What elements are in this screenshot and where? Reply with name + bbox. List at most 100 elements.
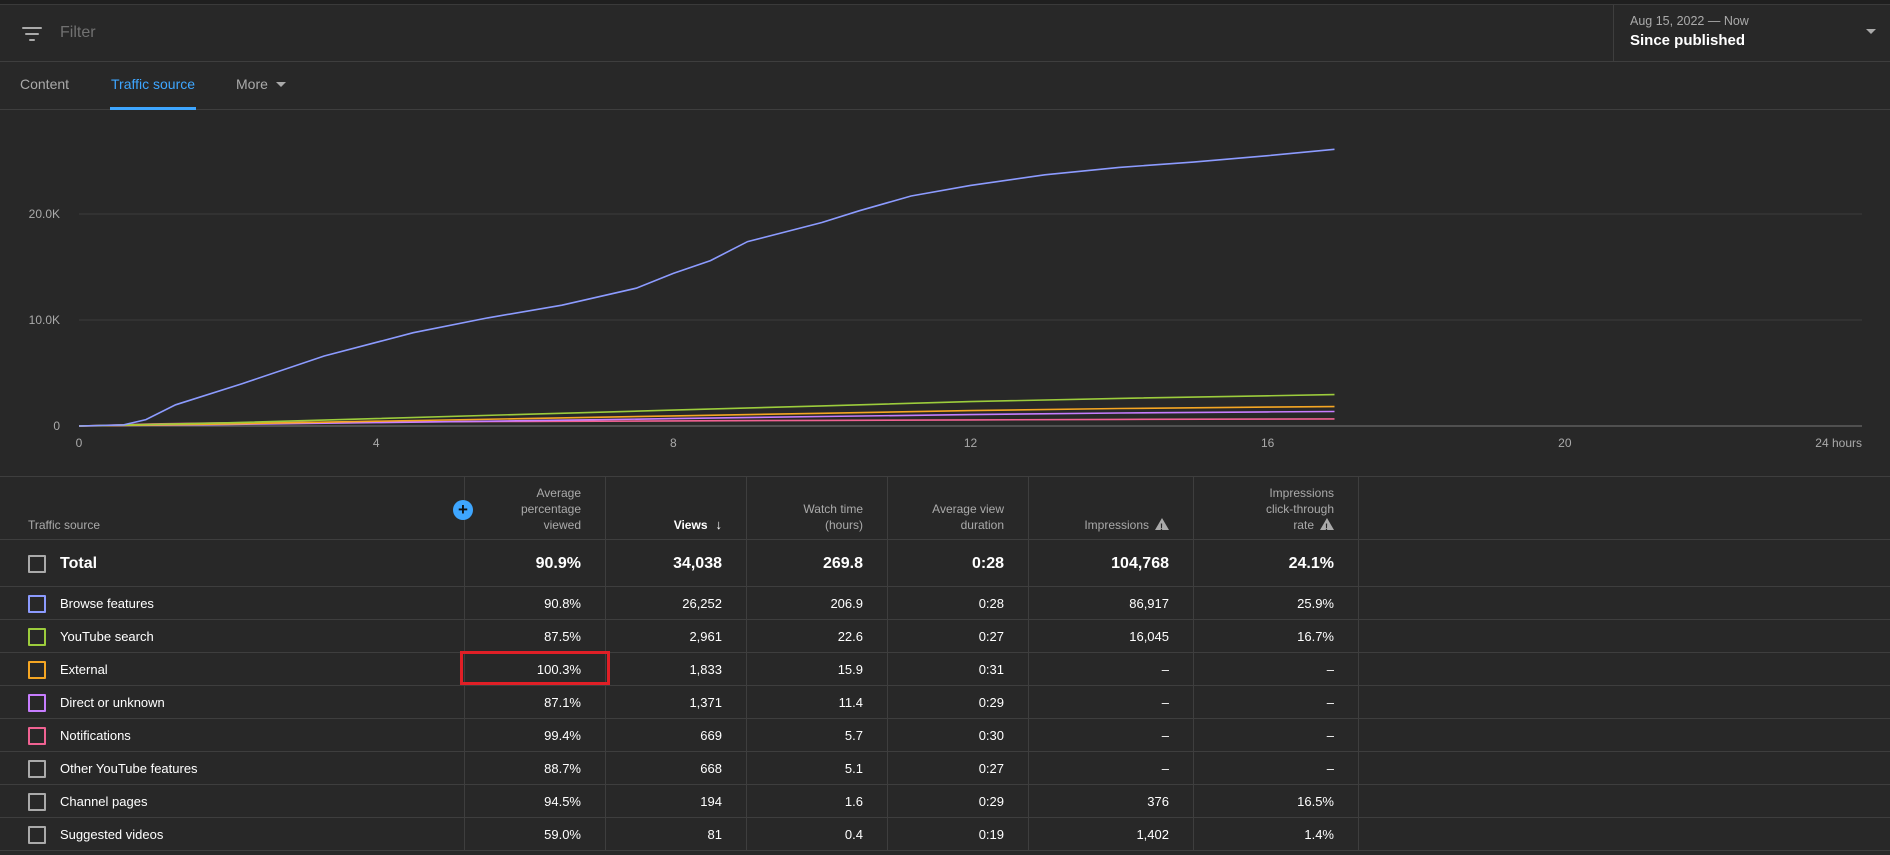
avg_pct-cell: 99.4% (465, 719, 606, 751)
row-checkbox[interactable] (28, 554, 46, 573)
watch-value: 5.7 (844, 728, 863, 743)
header-watch-time: Watch time (hours) (803, 502, 863, 532)
views-value: 668 (700, 761, 722, 776)
traffic-source-name[interactable]: Total (60, 554, 98, 572)
row-checkbox[interactable] (28, 594, 46, 613)
avg_dur-cell: 0:27 (888, 620, 1029, 652)
avg_dur-cell: 0:28 (888, 587, 1029, 619)
views-cell: 81 (606, 818, 747, 850)
row-checkbox[interactable] (28, 693, 46, 712)
header-cell-views[interactable]: Views ↓ (606, 477, 747, 540)
ctr-cell: 16.5% (1194, 785, 1359, 817)
impr-value: 1,402 (1136, 827, 1169, 842)
impr-cell: – (1029, 653, 1194, 685)
table-row[interactable]: Browse features 90.8% 26,252 206.9 0:28 86,91… (0, 587, 1890, 620)
views-cell: 26,252 (606, 587, 747, 619)
series-line (78, 148, 1335, 427)
avg_dur-cell: 0:28 (888, 540, 1029, 586)
table-row[interactable]: YouTube search 87.5% 2,961 22.6 0:27 16,045 16… (0, 620, 1890, 653)
row-checkbox[interactable] (28, 627, 46, 646)
avg_dur-value: 0:31 (978, 662, 1004, 677)
watch-value: 269.8 (822, 554, 863, 572)
ctr-cell: – (1194, 653, 1359, 685)
avg_pct-value: 88.7% (544, 761, 581, 776)
header-cell-ctr[interactable]: Impressions click-through rate (1194, 477, 1359, 540)
date-range-selector[interactable]: Aug 15, 2022 — Now Since published (1613, 5, 1890, 61)
table-row[interactable]: External 100.3% 1,833 15.9 0:31 – – (0, 653, 1890, 686)
watch-cell: 0.4 (747, 818, 888, 850)
traffic-source-name[interactable]: Direct or unknown (60, 695, 165, 710)
table-row[interactable]: Direct or unknown 87.1% 1,371 11.4 0:29 – – (0, 686, 1890, 719)
tab-label: Content (20, 76, 70, 92)
add-metric-button[interactable]: + (453, 500, 473, 520)
filter-bar: Filter Aug 15, 2022 — Now Since publishe… (0, 5, 1890, 62)
tab-content[interactable]: Content (20, 76, 69, 110)
impr-cell: – (1029, 719, 1194, 751)
x-tick-label: 8 (670, 436, 677, 450)
traffic-source-name[interactable]: External (60, 662, 108, 677)
views-line-chart: 0 10.0K 20.0K 0 4 8 12 16 20 24 hours (29, 148, 1862, 450)
table-row[interactable]: Channel pages 94.5% 194 1.6 0:29 376 16.5% (0, 785, 1890, 818)
x-tick-label: 4 (373, 436, 380, 450)
row-checkbox[interactable] (28, 726, 46, 745)
avg_pct-cell: 90.9% (465, 540, 606, 586)
row-checkbox[interactable] (28, 759, 46, 778)
source-cell: Total (0, 540, 465, 586)
source-cell: Other YouTube features (0, 752, 465, 784)
row-checkbox[interactable] (28, 660, 46, 679)
traffic-source-name[interactable]: Channel pages (60, 794, 148, 809)
source-cell: Direct or unknown (0, 686, 465, 718)
impr-value: 104,768 (1111, 554, 1169, 572)
avg_pct-cell: 94.5% (465, 785, 606, 817)
header-cell-avg-dur[interactable]: Average view duration (888, 477, 1029, 540)
impr-value: – (1161, 695, 1169, 710)
filter-input[interactable]: Filter (60, 24, 96, 41)
impr-value: – (1161, 728, 1169, 743)
filter-icon[interactable] (22, 27, 42, 41)
avg_dur-value: 0:29 (978, 695, 1004, 710)
header-cell-watch[interactable]: Watch time (hours) (747, 477, 888, 540)
avg_pct-value: 87.1% (544, 695, 581, 710)
ctr-value: 1.4% (1304, 827, 1334, 842)
total-row[interactable]: Total 90.9% 34,038 269.8 0:28 104,768 24.1% (0, 540, 1890, 587)
row-checkbox[interactable] (28, 792, 46, 811)
avg_dur-cell: 0:19 (888, 818, 1029, 850)
header-cell-impressions[interactable]: Impressions (1029, 477, 1194, 540)
avg_pct-value: 99.4% (544, 728, 581, 743)
row-checkbox[interactable] (28, 825, 46, 844)
ctr-cell: – (1194, 686, 1359, 718)
tab-bar: Content Traffic source More (0, 62, 1890, 110)
traffic-source-name[interactable]: Browse features (60, 596, 154, 611)
y-tick-label: 10.0K (29, 313, 60, 327)
warning-icon[interactable] (1320, 518, 1334, 535)
tab-more[interactable]: More (236, 76, 286, 110)
traffic-source-name[interactable]: Other YouTube features (60, 761, 198, 776)
header-avg-duration: Average view duration (932, 502, 1004, 532)
impr-cell: 86,917 (1029, 587, 1194, 619)
avg_dur-value: 0:27 (978, 629, 1004, 644)
avg_dur-cell: 0:27 (888, 752, 1029, 784)
table-row[interactable]: Notifications 99.4% 669 5.7 0:30 – – (0, 719, 1890, 752)
impr-value: 86,917 (1129, 596, 1169, 611)
ctr-cell: 25.9% (1194, 587, 1359, 619)
table-row[interactable]: Suggested videos 59.0% 81 0.4 0:19 1,402 1.4% (0, 818, 1890, 851)
traffic-source-name[interactable]: YouTube search (60, 629, 154, 644)
ctr-cell: 16.7% (1194, 620, 1359, 652)
watch-cell: 206.9 (747, 587, 888, 619)
header-cell-avg-pct[interactable]: Average percentage viewed (465, 477, 606, 540)
impr-cell: 16,045 (1029, 620, 1194, 652)
views-cell: 1,371 (606, 686, 747, 718)
traffic-source-name[interactable]: Notifications (60, 728, 131, 743)
chevron-down-icon (275, 82, 286, 87)
views-value: 26,252 (682, 596, 722, 611)
table-row[interactable]: Other YouTube features 88.7% 668 5.1 0:27 – – (0, 752, 1890, 785)
avg_dur-value: 0:19 (978, 827, 1004, 842)
impr-cell: – (1029, 752, 1194, 784)
tab-label: More (236, 76, 268, 92)
avg_dur-value: 0:27 (978, 761, 1004, 776)
impr-value: 376 (1147, 794, 1169, 809)
traffic-source-name[interactable]: Suggested videos (60, 827, 164, 842)
tab-traffic-source[interactable]: Traffic source (110, 76, 197, 110)
avg_pct-value: 59.0% (544, 827, 581, 842)
warning-icon[interactable] (1155, 518, 1169, 535)
